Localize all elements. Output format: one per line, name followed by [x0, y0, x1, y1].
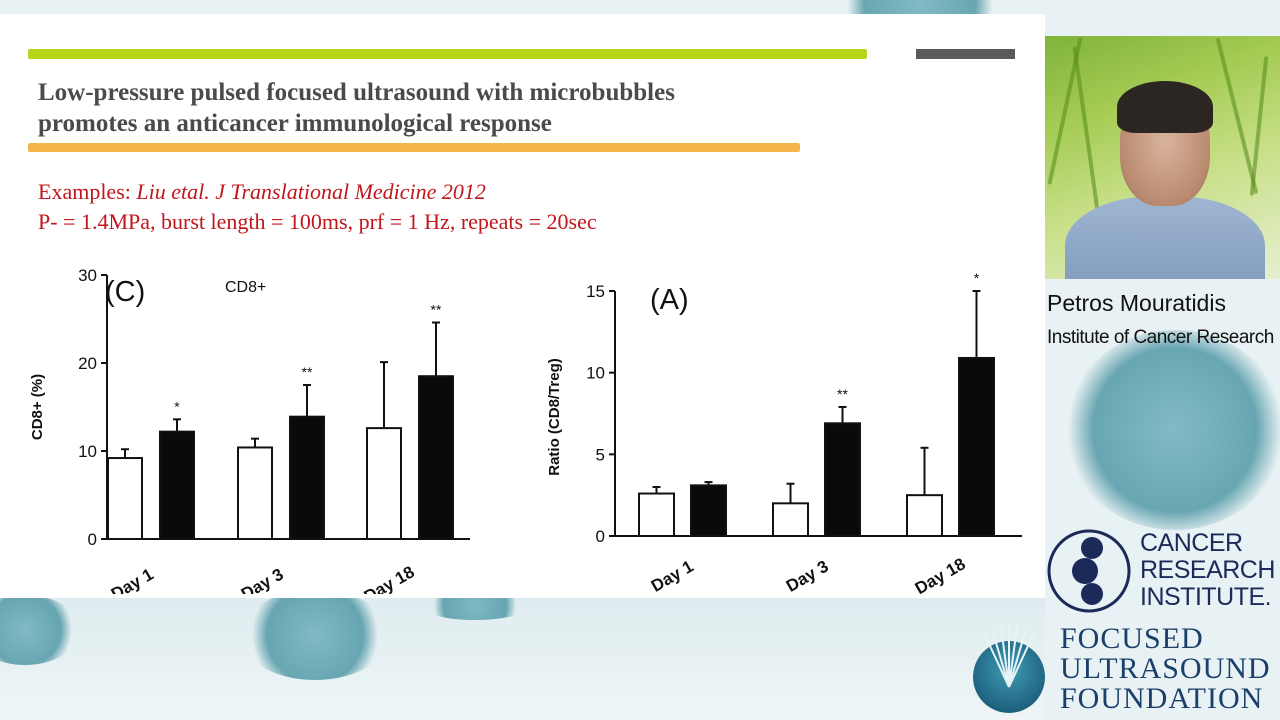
y-tick-label: 10 [586, 364, 605, 383]
y-tick-label: 20 [78, 354, 97, 373]
cancer-research-institute-wordmark: CANCER RESEARCH INSTITUTE. [1140, 530, 1275, 611]
bar [772, 502, 809, 537]
significance-marker: ** [302, 364, 313, 380]
bar [418, 375, 454, 540]
x-tick-label: Day 1 [108, 565, 157, 594]
x-tick-label: Day 3 [238, 565, 287, 594]
bar [824, 422, 861, 537]
slide-title-line2: promotes an anticancer immunological res… [38, 110, 552, 137]
bar [638, 492, 675, 538]
bar [690, 484, 727, 538]
accent-bar-orange [28, 143, 800, 152]
parameters-text: P- = 1.4MPa, burst length = 100ms, prf =… [38, 209, 597, 234]
significance-marker: ** [431, 302, 442, 318]
examples-prefix: Examples: [38, 179, 137, 204]
y-axis-label: CD8+ (%) [29, 374, 46, 440]
focused-ultrasound-foundation-wordmark: FOCUSED ULTRASOUND FOUNDATION [1060, 624, 1271, 714]
y-tick-label: 0 [596, 527, 605, 546]
bar [366, 427, 402, 540]
significance-marker: * [174, 398, 180, 414]
x-tick-label: Day 3 [783, 557, 832, 594]
focused-ultrasound-foundation-logo-icon [973, 626, 1045, 713]
cancer-research-institute-logo-icon [1047, 529, 1131, 613]
bar [906, 494, 943, 538]
y-tick-label: 10 [78, 442, 97, 461]
background-virus-graphic [240, 590, 390, 680]
fus-line3: FOUNDATION [1060, 682, 1264, 715]
panel-label: (C) [105, 276, 145, 308]
speaker-affiliation: Institute of Cancer Research [1047, 327, 1274, 348]
y-axis-label: Ratio (CD8/Treg) [546, 358, 563, 476]
chart-title: CD8+ [225, 279, 266, 296]
presentation-slide: Low-pressure pulsed focused ultrasound w… [0, 14, 1045, 598]
background-virus-graphic [1065, 330, 1280, 530]
speaker-hair [1117, 81, 1213, 133]
examples-citation: Liu etal. J Translational Medicine 2012 [136, 179, 486, 204]
examples-text: Examples: Liu etal. J Translational Medi… [38, 177, 597, 237]
bar [159, 430, 195, 540]
bar [107, 457, 143, 540]
bar [237, 446, 273, 540]
slide-title-line1: Low-pressure pulsed focused ultrasound w… [38, 79, 675, 106]
slide-title: Low-pressure pulsed focused ultrasound w… [38, 77, 858, 139]
y-tick-label: 15 [586, 282, 605, 301]
y-tick-label: 30 [78, 266, 97, 285]
cri-line2: RESEARCH [1140, 556, 1275, 584]
significance-marker: * [974, 270, 980, 286]
bar [289, 415, 325, 540]
x-tick-label: Day 1 [648, 557, 697, 594]
significance-marker: ** [837, 386, 848, 402]
cri-line3: INSTITUTE. [1140, 583, 1272, 611]
speaker-name: Petros Mouratidis [1047, 290, 1226, 316]
fus-line2: ULTRASOUND [1060, 652, 1271, 685]
speaker-video [1045, 36, 1280, 279]
x-tick-label: Day 18 [361, 562, 418, 594]
x-tick-label: Day 18 [912, 554, 969, 594]
panel-label: (A) [650, 284, 689, 316]
y-tick-label: 5 [596, 445, 605, 464]
background-panel [0, 598, 1045, 720]
accent-bar-green [28, 49, 867, 59]
cri-line1: CANCER [1140, 529, 1243, 557]
speaker-body [1065, 196, 1265, 279]
accent-bar-gray [916, 49, 1015, 59]
y-tick-label: 0 [88, 530, 97, 549]
fus-line1: FOCUSED [1060, 622, 1204, 655]
bar [958, 356, 995, 538]
